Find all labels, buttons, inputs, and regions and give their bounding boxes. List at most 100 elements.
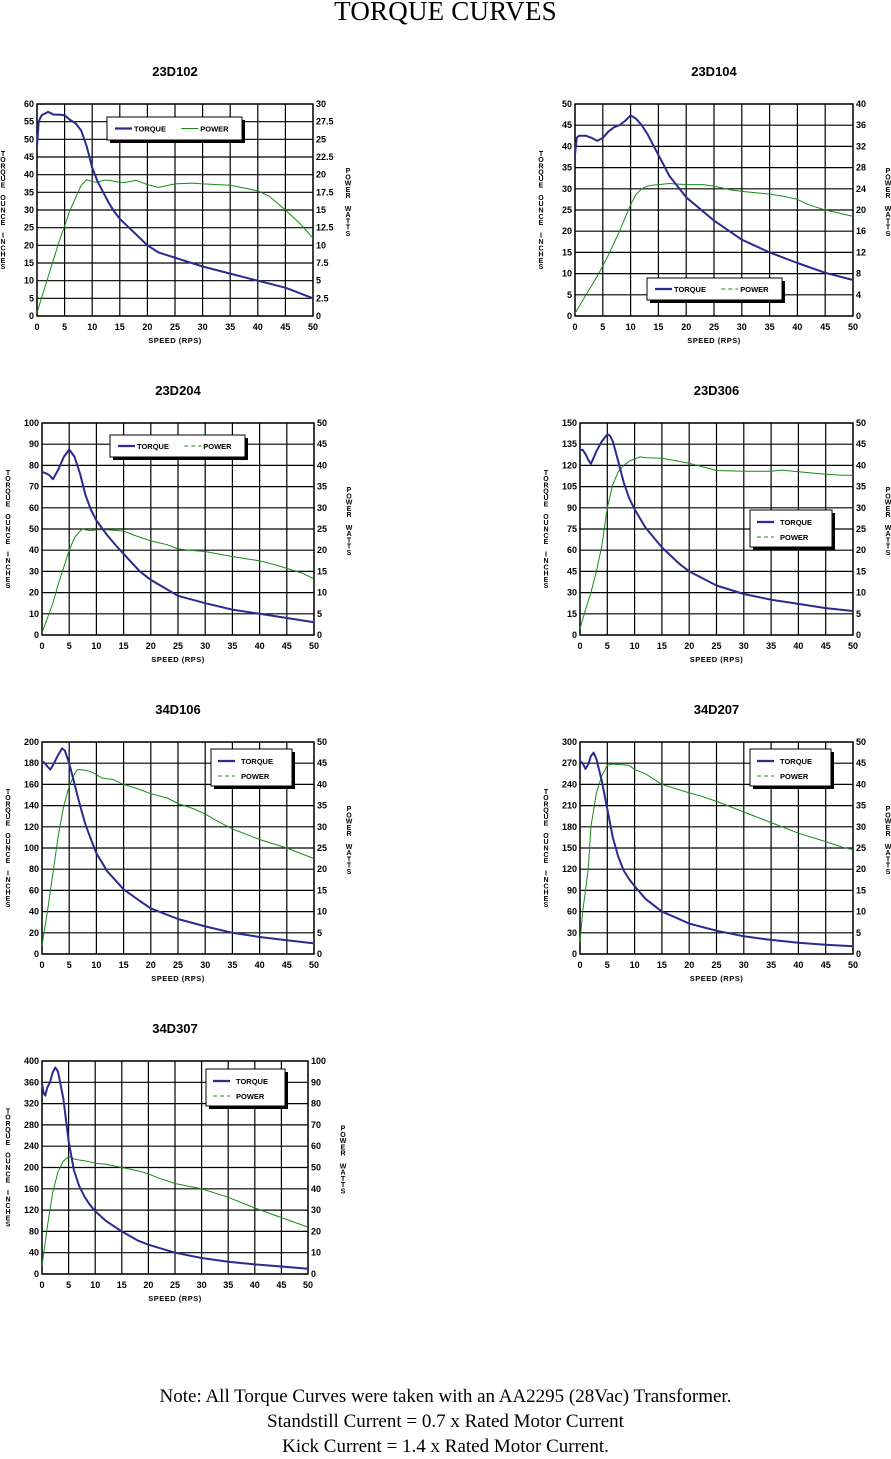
svg-text:T: T bbox=[347, 856, 352, 863]
svg-text:R: R bbox=[885, 831, 890, 838]
y-tick-label: 10 bbox=[562, 269, 572, 279]
legend-torque: TORQUE bbox=[137, 442, 169, 451]
svg-text:W: W bbox=[340, 1138, 347, 1145]
y2-tick-label: 25 bbox=[856, 524, 866, 534]
legend-torque: TORQUE bbox=[241, 757, 273, 766]
svg-text:T: T bbox=[886, 537, 891, 544]
svg-text:N: N bbox=[5, 877, 10, 884]
svg-text:N: N bbox=[543, 877, 548, 884]
svg-text:N: N bbox=[543, 527, 548, 534]
y-tick-label: 20 bbox=[29, 588, 39, 598]
svg-text:R: R bbox=[5, 801, 10, 808]
svg-text:S: S bbox=[347, 869, 352, 876]
svg-text:U: U bbox=[0, 201, 5, 208]
svg-text:O: O bbox=[543, 833, 549, 840]
svg-text:S: S bbox=[346, 231, 351, 238]
svg-text:N: N bbox=[538, 239, 543, 246]
svg-text:T: T bbox=[347, 544, 352, 551]
x-tick-label: 20 bbox=[143, 1280, 153, 1290]
svg-text:U: U bbox=[5, 495, 10, 502]
y-tick-label: 0 bbox=[572, 630, 577, 640]
svg-text:E: E bbox=[1, 220, 6, 227]
y-tick-label: 0 bbox=[34, 630, 39, 640]
y2-tick-label: 2.5 bbox=[316, 293, 329, 303]
legend-power: POWER bbox=[203, 442, 232, 451]
svg-text:T: T bbox=[539, 151, 544, 158]
y-tick-label: 0 bbox=[29, 311, 34, 321]
svg-text:S: S bbox=[544, 583, 549, 590]
x-tick-label: 25 bbox=[173, 641, 183, 651]
y2-tick-label: 15 bbox=[317, 566, 327, 576]
x-tick-label: 0 bbox=[577, 960, 582, 970]
svg-text:C: C bbox=[543, 533, 548, 540]
y2-tick-label: 10 bbox=[311, 1248, 321, 1258]
y2-tick-label: 35 bbox=[856, 482, 866, 492]
svg-text:Q: Q bbox=[5, 1127, 11, 1134]
svg-text:E: E bbox=[6, 1215, 11, 1222]
svg-text:E: E bbox=[6, 1178, 11, 1185]
y2-tick-label: 12 bbox=[856, 247, 866, 257]
svg-text:N: N bbox=[5, 527, 10, 534]
x-tick-label: 30 bbox=[198, 322, 208, 332]
svg-text:O: O bbox=[5, 514, 11, 521]
y-tick-label: 100 bbox=[24, 843, 39, 853]
power-line bbox=[579, 763, 854, 942]
x-tick-label: 15 bbox=[117, 1280, 127, 1290]
grid bbox=[41, 741, 315, 955]
y-tick-label: 70 bbox=[29, 482, 39, 492]
x-axis-label: SPEED (RPS) bbox=[687, 336, 740, 345]
chart-title: 23D204 bbox=[155, 383, 201, 398]
svg-text:S: S bbox=[886, 550, 891, 557]
y-tick-label: 120 bbox=[24, 1205, 39, 1215]
svg-text:C: C bbox=[5, 1171, 10, 1178]
footnote: Note: All Torque Curves were taken with … bbox=[0, 1384, 891, 1459]
svg-text:O: O bbox=[538, 157, 544, 164]
note-line-3: Kick Current = 1.4 x Rated Motor Current… bbox=[282, 1436, 609, 1457]
svg-text:I: I bbox=[2, 233, 4, 240]
svg-text:E: E bbox=[544, 577, 549, 584]
y2-tick-label: 20 bbox=[856, 545, 866, 555]
svg-text:U: U bbox=[0, 176, 5, 183]
x-tick-label: 45 bbox=[820, 322, 830, 332]
svg-text:C: C bbox=[0, 245, 5, 252]
svg-text:I: I bbox=[540, 233, 542, 240]
svg-text:E: E bbox=[544, 539, 549, 546]
x-tick-label: 20 bbox=[142, 322, 152, 332]
legend-torque: TORQUE bbox=[134, 125, 166, 134]
y-tick-label: 20 bbox=[29, 928, 39, 938]
svg-text:W: W bbox=[346, 525, 353, 532]
power-line bbox=[41, 528, 315, 634]
svg-text:E: E bbox=[539, 220, 544, 227]
y-tick-label: 10 bbox=[29, 609, 39, 619]
torque-line bbox=[574, 114, 854, 281]
y2-tick-label: 15 bbox=[316, 205, 326, 215]
x-tick-label: 15 bbox=[119, 641, 129, 651]
y2-tick-label: 40 bbox=[317, 779, 327, 789]
y-tick-label: 240 bbox=[562, 779, 577, 789]
y-tick-label: 150 bbox=[562, 418, 577, 428]
y-tick-label: 35 bbox=[24, 187, 34, 197]
svg-text:O: O bbox=[0, 195, 6, 202]
svg-text:T: T bbox=[6, 789, 11, 796]
y-tick-label: 30 bbox=[567, 928, 577, 938]
svg-text:T: T bbox=[886, 544, 891, 551]
y-tick-label: 180 bbox=[562, 822, 577, 832]
x-tick-label: 5 bbox=[605, 641, 610, 651]
svg-text:I: I bbox=[545, 552, 547, 559]
x-tick-label: 0 bbox=[39, 960, 44, 970]
x-tick-label: 45 bbox=[276, 1280, 286, 1290]
svg-text:P: P bbox=[346, 168, 351, 175]
power-line bbox=[36, 179, 314, 313]
y-tick-label: 160 bbox=[24, 779, 39, 789]
y2-tick-label: 40 bbox=[856, 99, 866, 109]
svg-text:O: O bbox=[5, 833, 11, 840]
svg-text:W: W bbox=[346, 844, 353, 851]
svg-text:S: S bbox=[886, 231, 891, 238]
y2-tick-label: 50 bbox=[317, 737, 327, 747]
svg-text:E: E bbox=[544, 820, 549, 827]
